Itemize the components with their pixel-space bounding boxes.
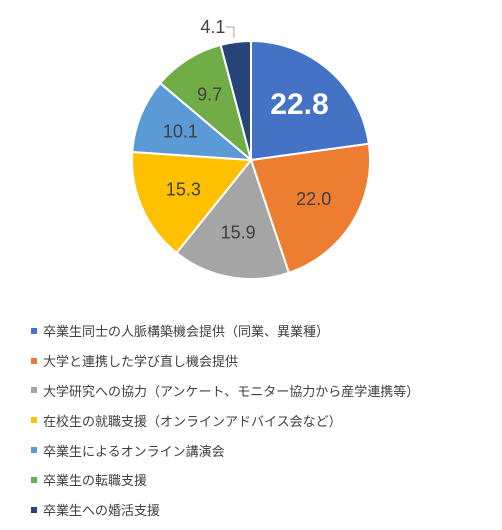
- legend-swatch: [31, 417, 37, 424]
- slice-value-label: 15.3: [166, 180, 201, 200]
- legend-swatch: [31, 357, 37, 364]
- legend-swatch: [31, 506, 37, 513]
- legend-item: 在校生の就職支援（オンラインアドバイス会など）: [31, 405, 419, 435]
- legend-label: 卒業生の転職支援: [43, 474, 148, 490]
- legend-item: 卒業生によるオンライン講演会: [31, 435, 419, 465]
- legend-item: 大学研究への協力（アンケート、モニター協力から産学連携等）: [31, 376, 419, 406]
- slice-value-label: 15.9: [221, 223, 256, 243]
- slice-value-label: 9.7: [197, 85, 222, 105]
- pie-slice: [250, 39, 371, 162]
- pie-slice: [131, 81, 254, 162]
- legend-item: 卒業生への婚活支援: [31, 495, 419, 525]
- pie-chart: 22.8 22.0 15.9 15.3 10.1 9.7 4.1: [131, 17, 371, 280]
- pie-slice: [131, 150, 253, 255]
- slice-value-label: 4.1: [200, 17, 225, 37]
- legend-label: 卒業生によるオンライン講演会: [43, 444, 225, 460]
- legend-item: 卒業生同士の人脈構築機会提供（同業、異業種）: [31, 316, 419, 346]
- legend-label: 卒業生同士の人脈構築機会提供（同業、異業種）: [43, 325, 330, 341]
- legend-label: 卒業生への婚活支援: [43, 504, 161, 520]
- pie-slice: [219, 39, 252, 161]
- legend-swatch: [31, 387, 37, 394]
- legend-item: 卒業生の転職支援: [31, 465, 419, 495]
- slice-value-label: 10.1: [163, 121, 198, 141]
- legend-item: 大学と連携した学び直し機会提供: [31, 346, 419, 376]
- legend-swatch: [31, 476, 37, 483]
- pie-slice: [249, 142, 371, 275]
- legend-swatch: [31, 327, 37, 334]
- slice-value-label: 22.8: [270, 88, 328, 121]
- legend-label: 大学と連携した学び直し機会提供: [43, 355, 239, 371]
- legend-swatch: [31, 447, 37, 454]
- pie-slice: [175, 157, 291, 280]
- leader-line: [225, 26, 235, 38]
- slice-value-label: 22.0: [296, 189, 331, 209]
- legend-label: 大学研究への協力（アンケート、モニター協力から産学連携等）: [43, 384, 420, 400]
- legend-label: 在校生の就職支援（オンラインアドバイス会など）: [43, 414, 342, 430]
- chart-legend: 卒業生同士の人脈構築機会提供（同業、異業種） 大学と連携した学び直し機会提供大学研…: [31, 316, 419, 525]
